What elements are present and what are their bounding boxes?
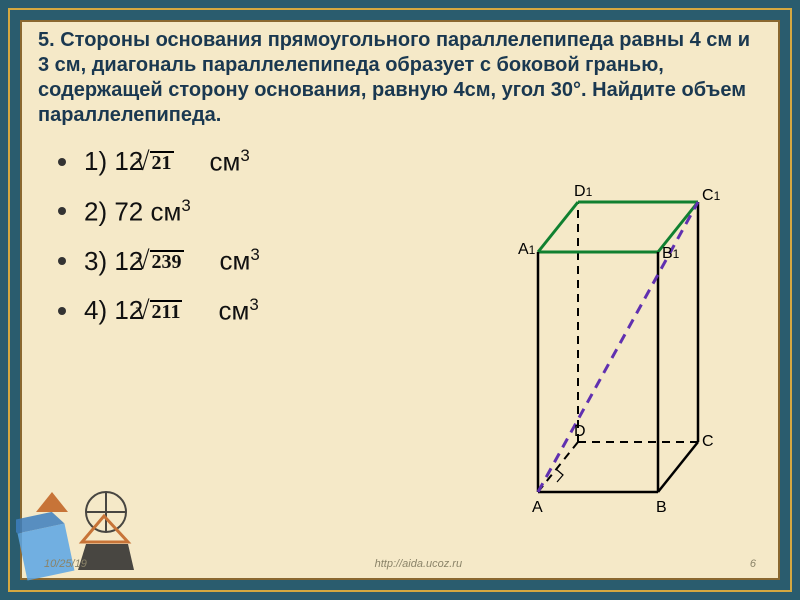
footer-page: 6: [750, 558, 756, 570]
svg-text:C1: C1: [702, 187, 721, 204]
footer-url: http://aida.ucoz.ru: [375, 558, 462, 570]
sqrt-expr: √21: [135, 147, 173, 177]
answer-unit: см3: [210, 146, 250, 178]
svg-text:A1: A1: [518, 241, 536, 258]
sqrt-expr: √211: [135, 296, 182, 326]
svg-text:B1: B1: [662, 245, 680, 262]
sqrt-expr: √239: [135, 246, 183, 276]
svg-text:C: C: [702, 433, 714, 450]
svg-text:A: A: [532, 499, 543, 516]
slide-content: 5. Стороны основания прямоугольного пара…: [22, 22, 778, 578]
answer-unit: см3: [220, 245, 260, 277]
bullet-icon: [58, 257, 66, 265]
svg-text:D1: D1: [574, 183, 593, 200]
answer-prefix: 2) 72 см3: [84, 196, 191, 228]
outer-frame: 5. Стороны основания прямоугольного пара…: [8, 8, 792, 592]
parallelepiped-diagram: A B C D A1 B1 C1 D1: [478, 172, 738, 522]
bullet-icon: [58, 307, 66, 315]
footer-date: 10/25/19: [44, 558, 87, 570]
slide-footer: 10/25/19 http://aida.ucoz.ru 6: [44, 558, 756, 570]
answer-unit: см3: [218, 295, 258, 327]
problem-text: 5. Стороны основания прямоугольного пара…: [22, 22, 778, 138]
svg-text:D: D: [574, 423, 586, 440]
svg-text:B: B: [656, 499, 667, 516]
inner-frame: 5. Стороны основания прямоугольного пара…: [20, 20, 780, 580]
bullet-icon: [58, 207, 66, 215]
bullet-icon: [58, 158, 66, 166]
